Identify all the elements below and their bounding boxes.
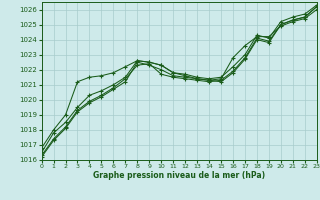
X-axis label: Graphe pression niveau de la mer (hPa): Graphe pression niveau de la mer (hPa) — [93, 171, 265, 180]
